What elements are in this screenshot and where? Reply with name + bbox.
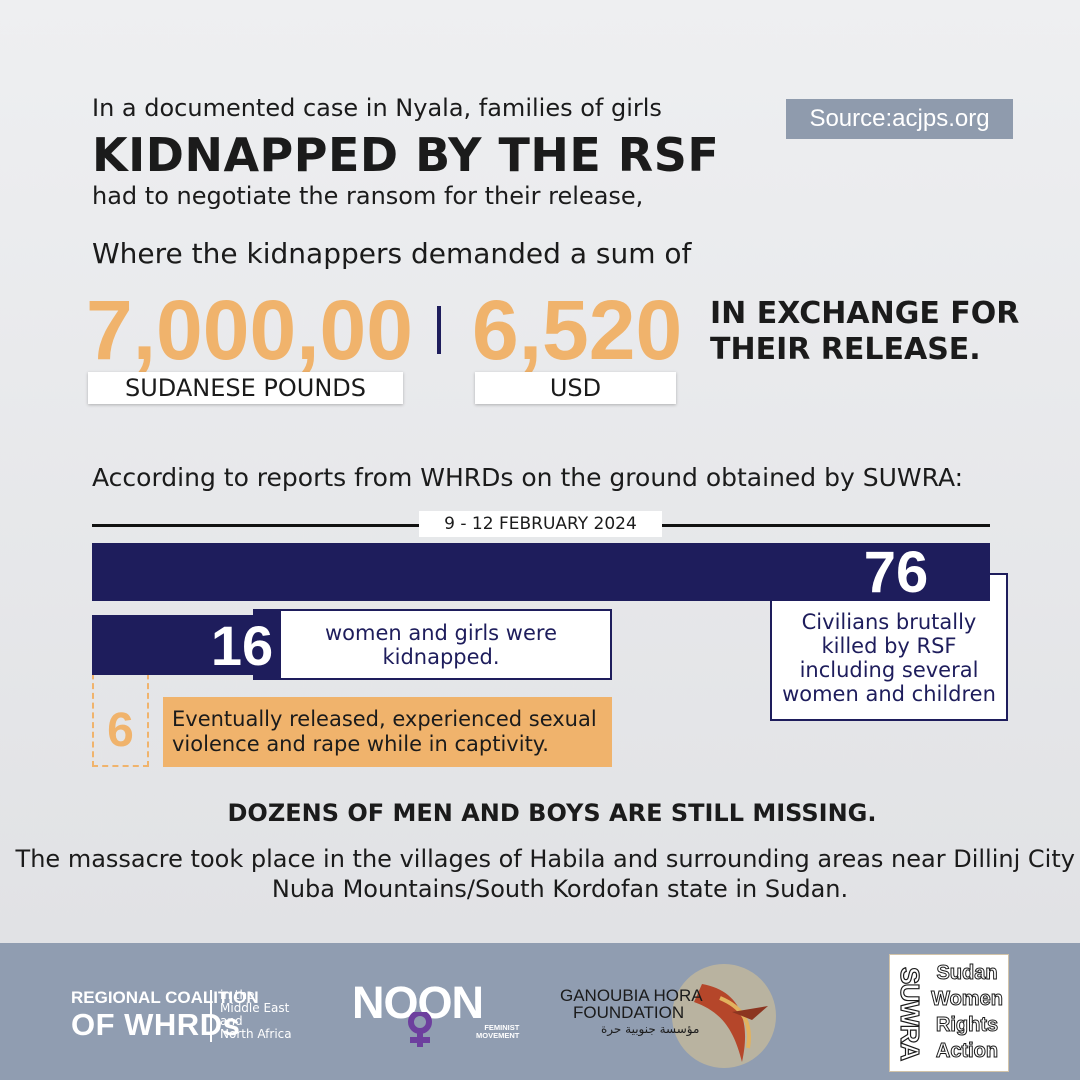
region-line-1: in the xyxy=(220,988,255,1002)
source-badge: Source:acjps.org xyxy=(786,99,1013,139)
kidnapped-callout xyxy=(253,609,612,680)
regional-coalition-line-2: OF WHRDs xyxy=(71,1007,241,1042)
suwra-word-4: Action xyxy=(935,1040,999,1063)
amount-divider xyxy=(437,306,441,354)
released-text-line-2: violence and rape while in captivity. xyxy=(172,732,549,756)
venus-icon xyxy=(408,1012,432,1047)
noon-sub-line-2: MOVEMENT xyxy=(476,1031,520,1040)
according-text: According to reports from WHRDs on the g… xyxy=(92,463,964,492)
region-line-4: North Africa xyxy=(220,1027,292,1041)
suwra-logo xyxy=(889,954,1009,1072)
regional-coalition-separator xyxy=(210,990,212,1042)
intro-line-2: had to negotiate the ransom for their re… xyxy=(92,182,644,210)
suwra-full-name: Sudan Women Rights Action xyxy=(928,960,1006,1064)
killed-number: 76 xyxy=(863,540,929,605)
kidnapped-number: 16 xyxy=(210,614,274,677)
released-number: 6 xyxy=(107,704,134,757)
kidnapped-text: women and girls were kidnapped. xyxy=(324,621,557,669)
intro-line-1: In a documented case in Nyala, families … xyxy=(92,94,662,122)
released-text: Eventually released, experienced sexual … xyxy=(172,707,597,757)
suwra-acronym: SUWRA xyxy=(894,967,925,1061)
exchange-text: IN EXCHANGE FOR THEIR RELEASE. xyxy=(710,296,1019,368)
killed-text: Civilians brutally killed by RSF includi… xyxy=(782,610,996,706)
ganoubia-bird-icon xyxy=(672,964,776,1068)
noon-sub-line-1: FEMINIST xyxy=(484,1023,520,1032)
region-line-3: and xyxy=(220,1014,243,1028)
exchange-line-2: THEIR RELEASE. xyxy=(710,332,981,367)
exchange-line-1: IN EXCHANGE FOR xyxy=(710,296,1020,331)
ransom-amount-usd: 6,520 xyxy=(472,283,683,377)
noon-subtitle: FEMINIST MOVEMENT xyxy=(476,1024,519,1040)
unit-label-sdg: SUDANESE POUNDS xyxy=(88,372,403,404)
massacre-statement: The massacre took place in the villages … xyxy=(15,845,1080,903)
regional-coalition-region: in the Middle East and North Africa xyxy=(220,989,292,1041)
missing-statement: DOZENS OF MEN AND BOYS ARE STILL MISSING… xyxy=(227,799,877,827)
ganoubia-name: GANOUBIA HORA FOUNDATION xyxy=(560,987,703,1021)
suwra-word-1: Sudan xyxy=(936,962,998,985)
suwra-word-2: Women xyxy=(931,988,1004,1011)
ransom-amount-sdg: 7,000,00 xyxy=(86,283,413,377)
kidnapped-bar xyxy=(92,615,280,675)
released-callout xyxy=(163,697,612,767)
released-text-line-1: Eventually released, experienced sexual xyxy=(172,707,597,731)
region-line-2: Middle East xyxy=(220,1001,290,1015)
date-label: 9 - 12 FEBRUARY 2024 xyxy=(419,511,662,537)
noon-logo-wordmark: NOON xyxy=(352,977,484,1028)
ganoubia-name-line-1: GANOUBIA HORA xyxy=(560,986,703,1005)
ganoubia-arabic-name: مؤسسة جنوبية حرة xyxy=(601,1022,700,1036)
headline: KIDNAPPED BY THE RSF xyxy=(92,128,720,182)
unit-label-usd: USD xyxy=(475,372,676,404)
intro-line-3: Where the kidnappers demanded a sum of xyxy=(92,237,692,270)
killed-bar xyxy=(92,543,990,601)
kidnapped-bar-end xyxy=(255,611,281,678)
suwra-word-3: Rights xyxy=(935,1014,999,1037)
ganoubia-name-line-2: FOUNDATION xyxy=(573,1003,685,1022)
